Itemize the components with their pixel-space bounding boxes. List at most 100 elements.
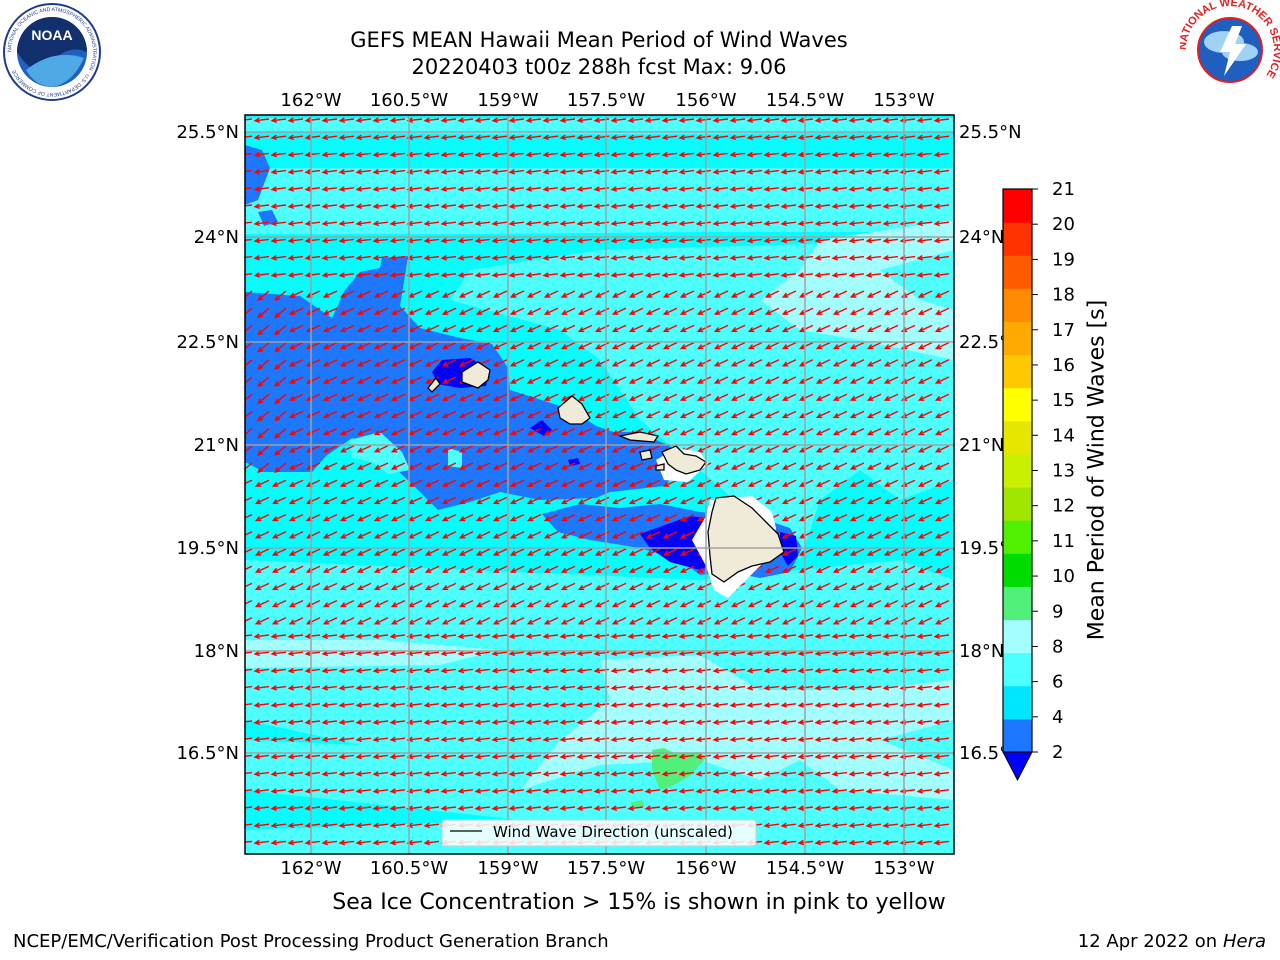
wind-arrow <box>560 359 576 367</box>
wind-arrow <box>390 479 406 487</box>
wind-arrow <box>304 237 321 244</box>
wind-arrow <box>458 324 474 333</box>
lon-label-top: 162°W <box>280 90 341 111</box>
wind-arrow <box>729 650 746 657</box>
wind-arrow <box>509 479 525 487</box>
wind-arrow <box>338 839 355 846</box>
wind-arrow <box>424 359 440 367</box>
wind-arrow <box>610 134 627 141</box>
wind-arrow <box>849 565 865 573</box>
wind-arrow <box>543 307 559 315</box>
wind-arrow <box>916 839 933 846</box>
wind-arrow <box>679 599 695 608</box>
wind-arrow <box>543 341 559 350</box>
wind-arrow <box>274 359 287 370</box>
wind-arrow <box>883 445 899 453</box>
wind-arrow <box>356 462 372 470</box>
wind-arrow <box>729 186 746 192</box>
wind-arrow <box>372 650 389 657</box>
wind-arrow <box>865 117 882 123</box>
wind-arrow <box>678 667 695 674</box>
wind-arrow <box>729 134 746 141</box>
wind-arrow <box>781 445 797 453</box>
wind-arrow <box>373 479 389 487</box>
wind-arrow <box>257 410 270 422</box>
wind-arrow <box>848 203 865 209</box>
colorbar-tick-label: 16 <box>1052 355 1075 376</box>
wind-arrow <box>274 290 287 302</box>
wind-arrow <box>339 617 355 625</box>
wind-arrow <box>594 531 610 539</box>
wind-arrow <box>917 307 933 315</box>
wind-arrow <box>322 513 338 522</box>
wind-arrow <box>815 548 831 556</box>
wind-arrow <box>440 169 457 175</box>
wind-arrow <box>254 565 270 573</box>
wind-arrow <box>661 117 678 123</box>
wind-arrow <box>832 582 848 591</box>
wind-arrow <box>288 410 304 419</box>
wind-arrow <box>441 582 457 591</box>
wind-arrow <box>322 462 338 470</box>
wind-arrow <box>610 237 627 244</box>
wind-arrow <box>729 117 746 123</box>
wind-arrow <box>798 359 814 367</box>
wind-arrow <box>322 393 338 401</box>
wind-arrow <box>559 771 576 777</box>
wind-arrow <box>695 805 712 811</box>
wind-arrow <box>712 186 729 192</box>
wind-arrow <box>848 788 865 794</box>
light-band-mid-north <box>245 168 954 234</box>
wind-arrow <box>440 650 457 657</box>
wind-arrow <box>611 599 627 608</box>
wind-arrow <box>424 324 440 333</box>
wind-arrow <box>257 393 270 405</box>
dark-region-oahu-2 <box>568 458 580 466</box>
wind-arrow <box>781 599 797 608</box>
wind-arrow <box>238 858 252 862</box>
wind-arrow <box>814 788 831 794</box>
wind-arrow <box>389 822 406 829</box>
wind-arrow <box>916 186 933 192</box>
wind-arrow <box>373 513 389 522</box>
wind-arrow <box>255 858 269 862</box>
wind-arrow <box>509 359 525 367</box>
wind-arrow <box>865 169 882 175</box>
wind-arrow <box>729 667 746 674</box>
wind-arrow <box>882 822 899 829</box>
wind-arrow <box>508 255 525 261</box>
wind-arrow <box>508 650 525 657</box>
wind-arrow <box>458 513 474 522</box>
wind-arrow <box>696 307 712 315</box>
wind-arrow <box>627 771 644 777</box>
wind-arrow <box>321 237 338 244</box>
wind-arrow <box>287 255 304 261</box>
wind-arrow <box>372 788 389 794</box>
wind-arrow <box>509 496 525 505</box>
wind-arrow <box>611 582 627 591</box>
wind-arrow <box>764 427 780 436</box>
wind-arrow <box>406 839 423 846</box>
wind-arrow <box>678 272 695 278</box>
colorbar-segment <box>1003 255 1032 289</box>
wind-arrow <box>934 531 950 539</box>
wind-arrow <box>321 822 338 829</box>
wind-arrow <box>356 290 372 298</box>
wind-arrow <box>288 341 304 350</box>
wind-arrow <box>933 272 950 278</box>
wind-arrow <box>577 445 593 453</box>
wind-arrow <box>406 237 423 244</box>
wind-arrow <box>712 237 729 244</box>
wind-arrow <box>797 237 814 244</box>
wind-arrow <box>712 667 729 674</box>
wind-arrow <box>815 341 831 350</box>
wind-arrow <box>288 479 304 487</box>
wind-arrow <box>797 134 814 141</box>
wind-arrow <box>406 134 423 141</box>
wind-arrow <box>831 169 848 175</box>
wind-arrow <box>780 203 797 209</box>
wind-arrow <box>373 496 389 505</box>
wind-arrow <box>696 324 712 333</box>
wind-arrow <box>474 805 491 811</box>
wind-arrow <box>338 822 355 829</box>
